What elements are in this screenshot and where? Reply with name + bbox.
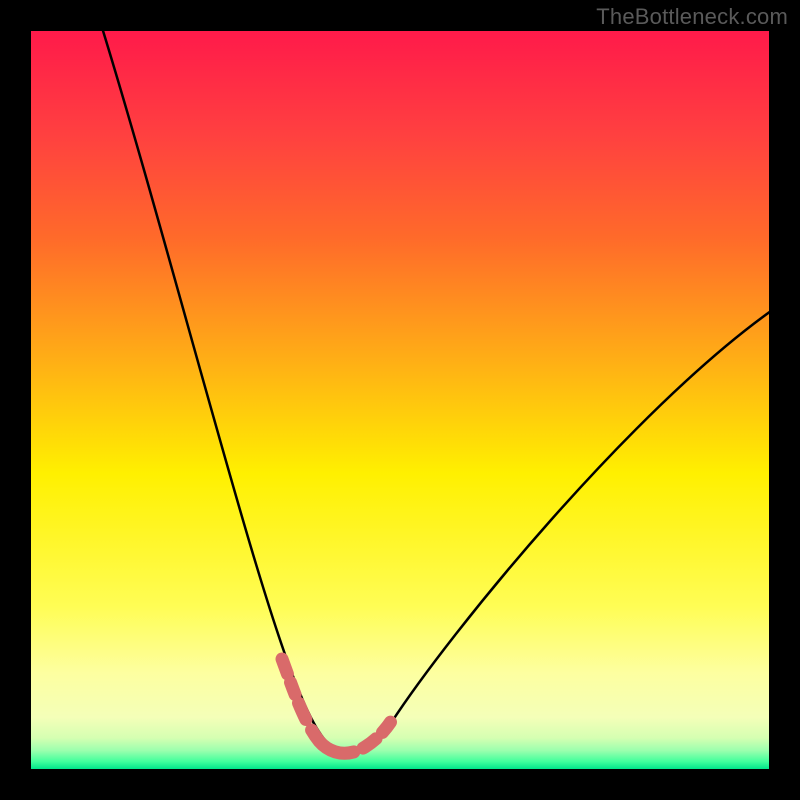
optimum-band [31, 31, 769, 769]
watermark-text: TheBottleneck.com [596, 4, 788, 30]
band-path [282, 659, 405, 753]
chart-frame: TheBottleneck.com [0, 0, 800, 800]
plot-area [31, 31, 769, 769]
